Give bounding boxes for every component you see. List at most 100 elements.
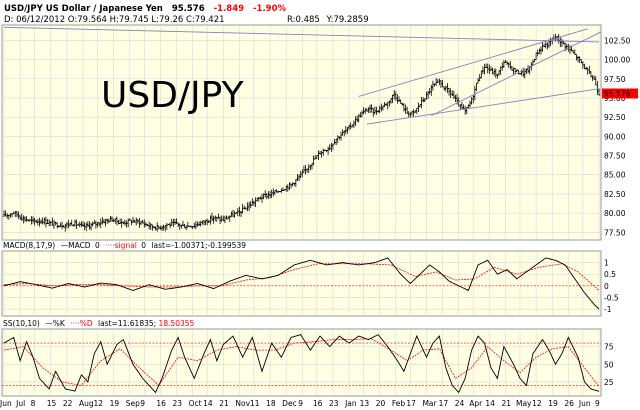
y-readout: Y:79.2859 [326,15,369,25]
price-y-tick: 97.50 [604,75,626,84]
macd-y-tick: 0.5 [604,270,616,279]
symbol-watermark: USD/JPY [101,75,245,116]
price-y-tick: 80.00 [604,209,626,218]
x-tick: 19 [548,399,558,408]
x-tick: Jan [344,399,357,408]
d-line [3,338,600,387]
r-readout: R:0.485 [287,15,320,25]
x-tick: 14 [203,399,213,408]
macd-last-text: last=-1.00371;-0.199539 [151,241,246,250]
macd-y-tick: 1 [604,259,609,268]
x-tick: 18 [266,399,276,408]
price-y-tick: 92.50 [604,113,626,122]
stochastic-last-text: last=11.61835; [98,319,156,328]
x-tick: 13 [360,399,370,408]
macd-legend: MACD(8,17,9) —MACD 0 ····signal 0 last=-… [3,241,246,250]
x-tick: 14 [485,399,495,408]
x-tick: 22 [63,399,73,408]
x-tick: 24 [455,399,465,408]
price-bar [597,88,601,96]
x-tick: Jul [15,399,25,408]
x-tick: 20 [376,399,386,408]
x-tick: Jun [578,399,591,408]
x-tick: 21 [501,399,511,408]
macd-y-tick: -0.5 [604,293,619,302]
change-text: -1.849 [214,4,244,14]
macd-panel[interactable] [1,250,602,317]
x-tick: Oct [189,399,202,408]
price-y-tick: 82.50 [604,190,626,199]
stochastic-y-tick: 25 [604,378,614,387]
signal-line-label: signal [115,241,137,250]
x-tick: 15 [47,399,57,408]
last-price-tag-bg [602,88,638,99]
stochastic-y-tick: 75 [604,343,614,352]
x-tick: 11 [250,399,260,408]
x-tick: 23 [173,399,183,408]
x-tick: Feb [392,399,406,408]
ohlc-readout: D: 06/12/2012 O:79.564 H:79.745 L:79.26 … [4,15,225,25]
x-tick: May [516,399,532,408]
x-tick: 9 [595,399,600,408]
last-price-tag-text: 95.576 [604,90,630,99]
x-tick: 16 [156,399,166,408]
k-line-label: %K [53,319,66,328]
price-y-tick: 102.50 [604,36,630,45]
stochastic-panel[interactable] [1,328,602,397]
signal-line [3,263,600,291]
x-tick: Apr [469,399,483,408]
x-tick: 23 [329,399,339,408]
panels [1,24,602,397]
grid-lines [2,25,601,396]
price-bars [2,33,601,232]
x-tick: 19 [110,399,120,408]
macd-line-label: MACD [68,241,91,250]
stochastic-legend: SS(10,10) —%K ····%D last=11.61835; 18.5… [3,319,195,328]
symbol-name: USD/JPY US Dollar / Japanese Yen [4,4,163,14]
last-price-tag: 95.576 [602,88,638,99]
x-tick: 12 [94,399,104,408]
change-pct-text: -1.90% [253,4,286,14]
x-tick: 21 [219,399,229,408]
trendline[interactable] [358,28,588,97]
x-tick: 17 [439,399,449,408]
price-y-tick: 100.00 [604,56,630,65]
trendline[interactable] [366,88,600,125]
x-tick: 12 [532,399,542,408]
price-y-tick: 85.00 [604,171,626,180]
trendline[interactable] [431,31,602,117]
macd-lines [3,257,600,310]
stochastic-y-tick: 50 [604,360,614,369]
macd-indicator-label: MACD(8,17,9) [3,241,55,250]
signal-value: 0 [141,241,146,250]
x-tick: 8 [31,399,36,408]
macd-y-tick: 0 [604,282,609,291]
x-tick: Sep [126,399,140,408]
x-tick: Mar [422,399,437,408]
x-tick: Jun [0,399,12,408]
macd-y-tick: -1 [604,305,612,314]
price-y-tick: 90.00 [604,132,626,141]
x-tick: Nov [235,399,250,408]
k-line [3,334,600,394]
price-panel[interactable] [1,24,602,241]
trendline[interactable] [3,26,600,43]
x-tick: 16 [313,399,323,408]
x-tick: 9 [140,399,145,408]
x-tick: 17 [406,399,416,408]
price-y-tick: 77.50 [604,228,626,237]
x-tick: 9 [298,399,303,408]
symbol-title: USD/JPY US Dollar / Japanese Yen 95.576 … [4,4,286,14]
macd-value: 0 [95,241,100,250]
d-line-label: %D [80,319,93,328]
last-price-text: 95.576 [172,4,205,14]
trendlines [3,26,602,125]
x-tick: 26 [564,399,574,408]
macd-line [3,257,600,310]
stochastic-indicator-label: SS(10,10) [3,319,40,328]
x-tick: Aug [79,399,94,408]
x-tick: Dec [282,399,297,408]
price-y-tick: 87.50 [604,152,626,161]
stochastic-lines [3,334,600,394]
